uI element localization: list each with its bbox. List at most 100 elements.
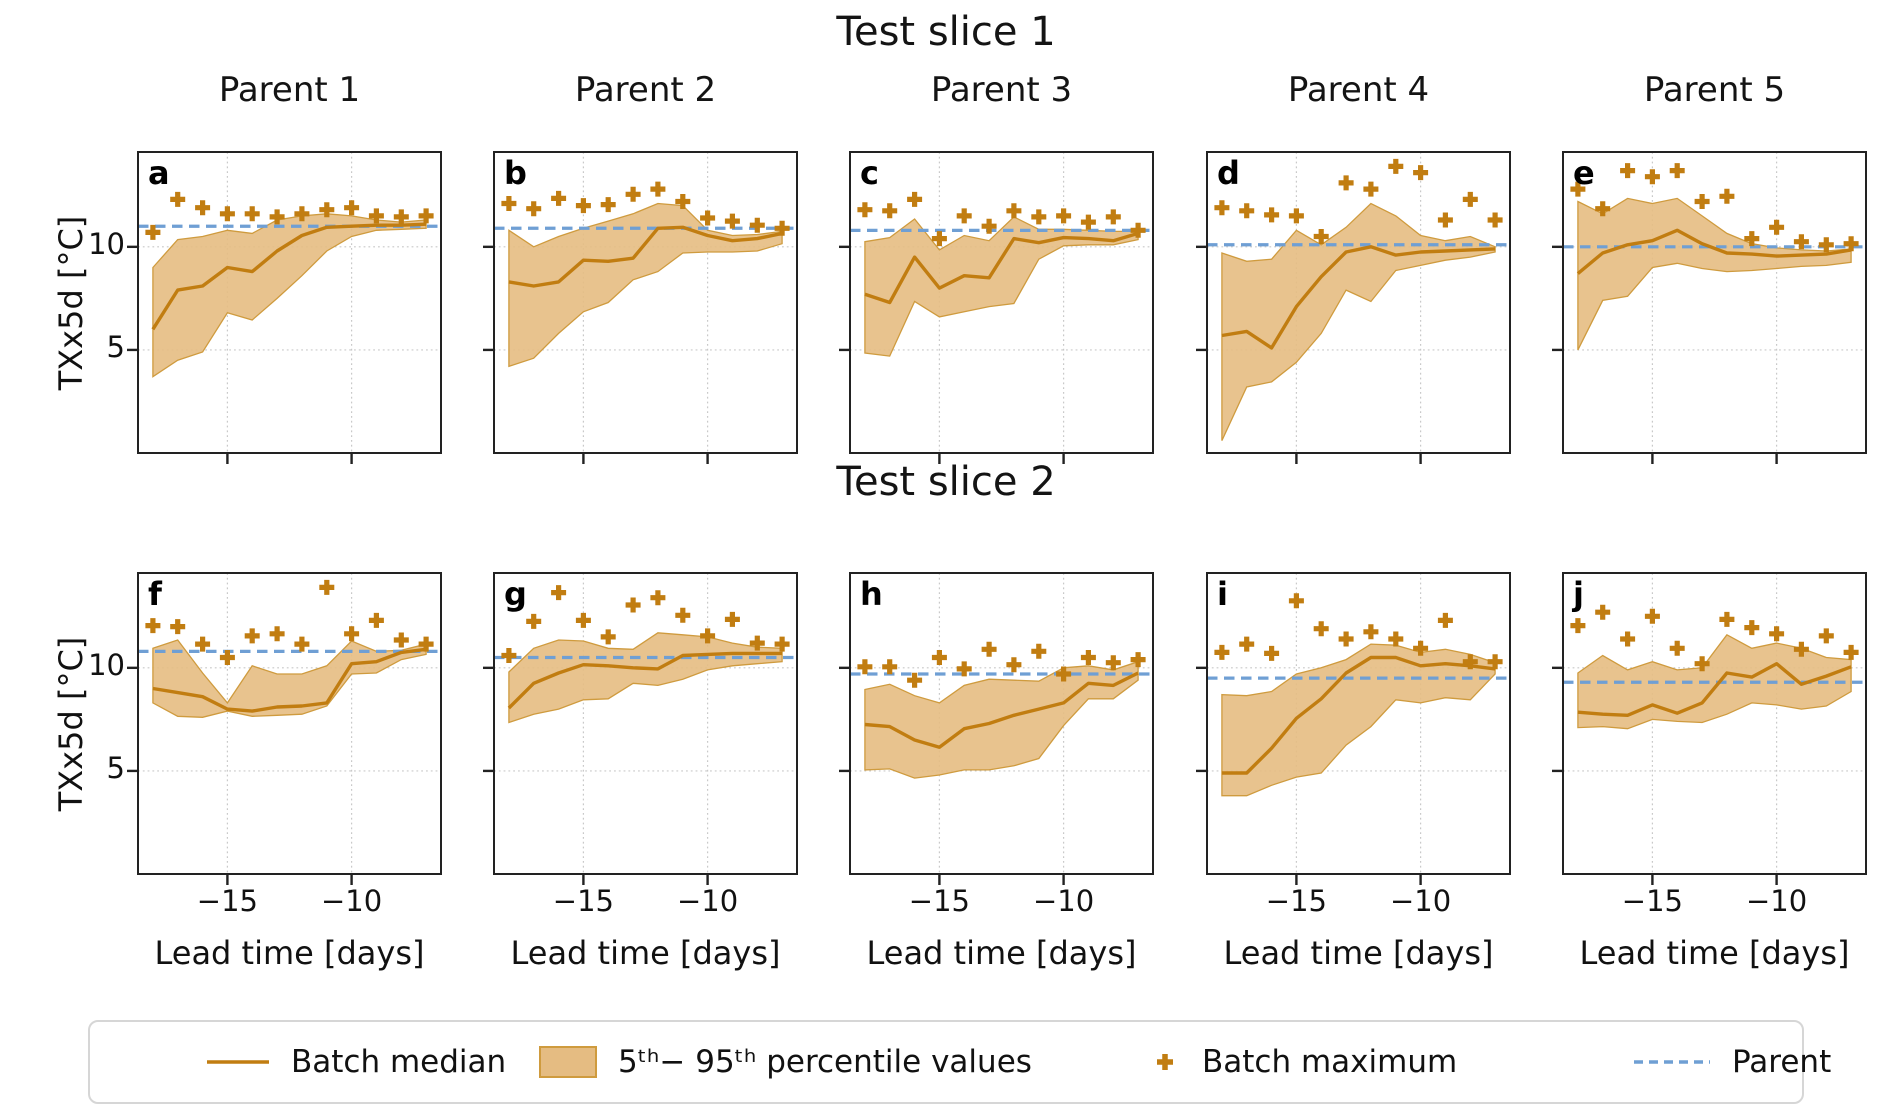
x-tick-label: −10 xyxy=(320,884,383,918)
y-axis-label: TXx5d [°C] xyxy=(52,215,90,390)
percentile-band xyxy=(1221,643,1496,797)
column-title-parent-4: Parent 4 xyxy=(1287,70,1430,110)
batch-maximum-markers xyxy=(857,191,1146,247)
subplot-letter-f: f xyxy=(148,575,162,613)
x-axis-label: Lead time [days] xyxy=(1579,934,1850,972)
subplot-g: g xyxy=(483,572,798,885)
x-tick-label: −10 xyxy=(1032,884,1095,918)
batch-maximum-markers xyxy=(501,585,790,663)
x-axis-label: Lead time [days] xyxy=(510,934,781,972)
batch-maximum-plus-swatch xyxy=(1157,1054,1173,1070)
subplot-j: j xyxy=(1552,572,1867,885)
subplot-d: d xyxy=(1196,151,1511,464)
batch-maximum-markers xyxy=(1214,158,1503,244)
axes-frame xyxy=(1562,572,1867,875)
x-axis-label: Lead time [days] xyxy=(1223,934,1494,972)
legend-label: Batch maximum xyxy=(1202,1044,1458,1080)
subplot-c-canvas xyxy=(839,151,1154,464)
subplot-b: b xyxy=(483,151,798,464)
subplot-h-canvas xyxy=(839,572,1154,885)
x-tick-label: −10 xyxy=(676,884,739,918)
percentile-band xyxy=(152,639,427,718)
subplot-e-canvas xyxy=(1552,151,1867,464)
column-title-parent-1: Parent 1 xyxy=(218,70,361,110)
subplot-f: f xyxy=(127,572,442,885)
x-tick-label: −15 xyxy=(552,884,614,918)
legend-item-batch-maximum: Batch maximum xyxy=(1148,1022,1457,1102)
subplot-c: c xyxy=(839,151,1154,464)
legend-item-parent: Parent xyxy=(1632,1022,1831,1102)
batch-maximum-markers xyxy=(1570,604,1859,672)
subplot-f-canvas xyxy=(127,572,442,885)
column-title-parent-3: Parent 3 xyxy=(930,70,1073,110)
batch-median-line xyxy=(1577,662,1852,717)
axes-frame xyxy=(849,572,1154,875)
percentile-band xyxy=(864,216,1139,357)
axes-frame xyxy=(1206,572,1511,875)
subplot-a-canvas xyxy=(127,151,442,464)
legend-label: Parent xyxy=(1732,1044,1832,1080)
batch-median-line xyxy=(864,231,1139,305)
batch-median-line xyxy=(151,222,427,331)
batch-median-line xyxy=(1576,228,1852,275)
subplot-letter-c: c xyxy=(860,154,879,192)
legend-label: 5ᵗʰ− 95ᵗʰ percentile values xyxy=(618,1044,1032,1080)
legend-item-batch-median: Batch median xyxy=(205,1022,506,1102)
y-tick-label: 5 xyxy=(106,750,125,785)
y-axis-label: TXx5d [°C] xyxy=(52,636,90,811)
x-tick-label: −15 xyxy=(1265,884,1327,918)
y-tick-label: 10 xyxy=(88,226,125,261)
axes-frame xyxy=(1206,151,1511,454)
subplot-letter-e: e xyxy=(1573,154,1595,192)
axes-frame xyxy=(849,151,1154,454)
x-tick-label: −15 xyxy=(1621,884,1683,918)
batch-maximum-markers xyxy=(857,641,1146,688)
legend-item-percentile-band: 5ᵗʰ− 95ᵗʰ percentile values xyxy=(538,1022,1032,1102)
parent-dashed-line-swatch xyxy=(1634,1060,1710,1064)
x-tick-label: −10 xyxy=(1745,884,1808,918)
subplot-e: e xyxy=(1552,151,1867,464)
batch-maximum-markers xyxy=(145,579,434,665)
percentile-band-swatch xyxy=(539,1046,597,1078)
x-axis-label: Lead time [days] xyxy=(154,934,425,972)
subplot-letter-i: i xyxy=(1217,575,1228,613)
y-tick-label: 5 xyxy=(106,329,125,364)
x-axis-label: Lead time [days] xyxy=(866,934,1137,972)
y-tick-label: 10 xyxy=(88,647,125,682)
subplot-i: i xyxy=(1196,572,1511,885)
x-tick-label: −15 xyxy=(908,884,970,918)
batch-median-line xyxy=(152,647,427,713)
axes-frame xyxy=(137,151,442,454)
row2-title: Test slice 2 xyxy=(836,459,1056,505)
subplot-b-canvas xyxy=(483,151,798,464)
batch-median-line xyxy=(1221,655,1496,775)
batch-maximum-markers xyxy=(1214,593,1503,670)
subplot-letter-g: g xyxy=(504,575,527,613)
batch-median-line xyxy=(508,225,783,288)
percentile-band xyxy=(1577,197,1852,351)
subplot-d-canvas xyxy=(1196,151,1511,464)
batch-median-line xyxy=(507,651,783,710)
axes-frame xyxy=(493,572,798,875)
percentile-band xyxy=(152,213,427,378)
subplot-letter-j: j xyxy=(1573,575,1584,613)
subplot-letter-b: b xyxy=(504,154,527,192)
percentile-band xyxy=(508,202,783,368)
percentile-band xyxy=(1577,633,1852,730)
batch-median-line-swatch xyxy=(207,1060,269,1064)
subplot-g-canvas xyxy=(483,572,798,885)
subplot-h: h xyxy=(839,572,1154,885)
axes-frame xyxy=(493,151,798,454)
column-title-parent-2: Parent 2 xyxy=(574,70,717,110)
subplot-i-canvas xyxy=(1196,572,1511,885)
legend: Batch median 5ᵗʰ− 95ᵗʰ percentile values… xyxy=(88,1020,1831,1104)
percentile-band xyxy=(1221,202,1496,441)
batch-maximum-markers xyxy=(145,191,434,240)
subplot-letter-d: d xyxy=(1217,154,1240,192)
axes-frame xyxy=(1562,151,1867,454)
subplot-letter-h: h xyxy=(860,575,883,613)
batch-maximum-markers xyxy=(1570,163,1859,253)
batch-median-line xyxy=(1221,245,1496,350)
subplot-a: a xyxy=(127,151,442,464)
batch-median-line xyxy=(864,671,1139,749)
